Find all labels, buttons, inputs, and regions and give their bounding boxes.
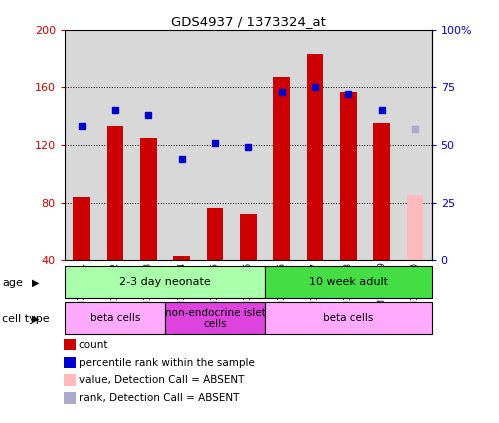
Bar [306,54,323,260]
Bar [73,197,90,260]
Bar [240,214,256,260]
Text: percentile rank within the sample: percentile rank within the sample [79,357,254,368]
Bar [407,195,423,260]
Text: rank, Detection Call = ABSENT: rank, Detection Call = ABSENT [79,393,239,403]
Text: non-endocrine islet
cells: non-endocrine islet cells [165,308,265,329]
Text: beta cells: beta cells [323,313,373,323]
Bar [265,302,432,334]
Text: age: age [2,277,23,288]
Bar [340,91,357,260]
Bar [373,123,390,260]
Text: cell type: cell type [2,313,50,324]
Bar [65,266,265,298]
Bar [65,302,165,334]
Bar [140,137,157,260]
Text: count: count [79,340,108,350]
Bar [165,302,265,334]
Bar [107,126,123,260]
Text: value, Detection Call = ABSENT: value, Detection Call = ABSENT [79,375,244,385]
Bar [173,256,190,260]
Bar [273,77,290,260]
Text: 2-3 day neonate: 2-3 day neonate [119,277,211,287]
Title: GDS4937 / 1373324_at: GDS4937 / 1373324_at [171,16,326,28]
Text: beta cells: beta cells [90,313,140,323]
Bar [207,208,223,260]
Text: 10 week adult: 10 week adult [309,277,388,287]
Text: ▶: ▶ [32,277,40,288]
Text: ▶: ▶ [32,313,40,324]
Bar [265,266,432,298]
